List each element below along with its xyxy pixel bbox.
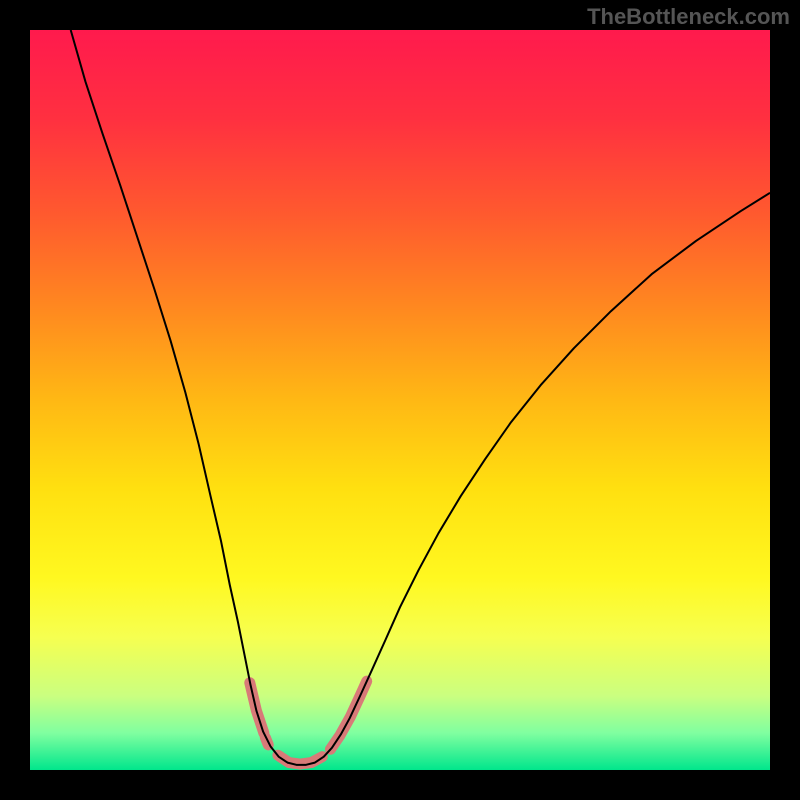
plot-area: [30, 30, 770, 770]
watermark-text: TheBottleneck.com: [587, 4, 790, 30]
chart-container: TheBottleneck.com: [0, 0, 800, 800]
